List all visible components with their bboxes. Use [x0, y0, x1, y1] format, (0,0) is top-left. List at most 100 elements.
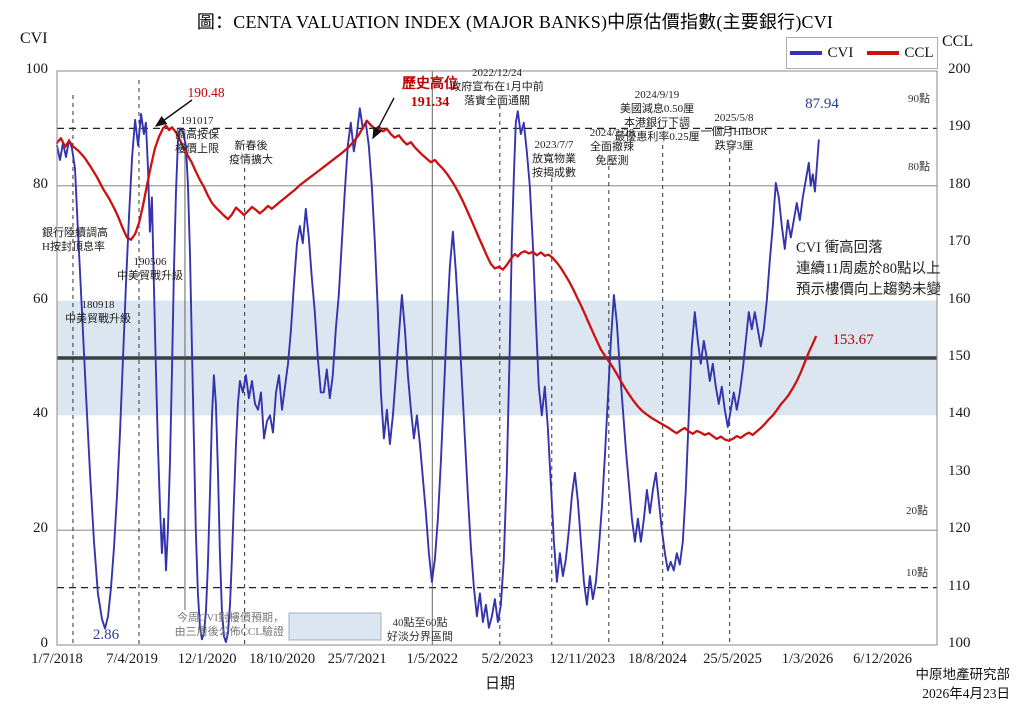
ann-20230707-line: 2023/7/7 — [534, 139, 574, 151]
ann-commentary-line: 預示樓價向上趨勢未變 — [796, 282, 941, 299]
ann-cvi-min-line: 2.86 — [92, 627, 120, 643]
ann-180918: 180918 中美貿戰升級 — [65, 298, 131, 326]
ann-190506-line: 190506 — [133, 256, 167, 268]
ann-ccl-latest: 153.67 — [832, 331, 873, 350]
ann-20230707: 2023/7/7 放寬物業 按揭成數 — [532, 138, 576, 180]
ann-20250508: 2025/5/8 一個月HIBOR 跌穿3厘 — [700, 111, 767, 153]
ann-20230707-line: 放寬物業 — [532, 153, 576, 166]
ann-band-label: 40點至60點 好淡分界區間 — [387, 616, 453, 644]
label-20pt-line: 20點 — [906, 505, 928, 517]
ann-historic-high-line: 191.34 — [410, 94, 450, 110]
ann-20240228-line: 2024/2/28 — [589, 127, 635, 139]
y-axis-tick-right: 150 — [948, 348, 971, 364]
ann-20240919-line: 本港銀行下調 — [624, 117, 690, 130]
x-axis-tick: 18/10/2020 — [249, 651, 316, 667]
source-date: 2026年4月23日 — [922, 685, 1010, 701]
legend-label-cvi: CVI — [827, 44, 854, 61]
y-axis-tick-right: 180 — [948, 175, 971, 192]
source-name: 中原地產研究部 — [915, 667, 1011, 682]
ann-190506-line: 中美貿戰升級 — [117, 270, 183, 283]
ann-20240919-line: 2024/9/19 — [634, 89, 680, 101]
ann-20221224-line: 政府宣布在1月中前 — [450, 81, 544, 94]
ann-191017: 191017 調高按保 樓價上限 — [175, 114, 219, 156]
ann-cvi-latest-line: 87.94 — [805, 96, 839, 112]
y-axis-tick-left: 0 — [40, 635, 49, 651]
ann-bank-hibor-cap: 銀行陸續調高 H按封頂息率 — [42, 226, 108, 254]
y-axis-tick-right: 160 — [948, 290, 971, 307]
ann-bank-hibor-cap-line: H按封頂息率 — [42, 241, 105, 254]
ann-commentary-line: CVI 衝高回落 — [796, 240, 883, 256]
x-axis-tick: 25/5/2025 — [703, 651, 762, 667]
ann-20250508-line: 2025/5/8 — [714, 112, 754, 124]
x-axis-tick: 1/5/2022 — [406, 651, 459, 667]
ccl-series-line — [55, 119, 817, 442]
annotation-arrow-0 — [154, 99, 193, 127]
ann-20240919-line: 美國減息0.50厘 — [619, 103, 695, 116]
ann-20221224-line: 落實全面通關 — [464, 95, 530, 108]
ann-20230707-line: 按揭成數 — [532, 167, 576, 180]
ccl-line-sample-icon — [867, 51, 900, 55]
label-10pt-line: 10點 — [906, 567, 928, 579]
ann-commentary: CVI 衝高回落 連續11周處於80點以上 預示樓價向上趨勢未變 — [796, 238, 941, 301]
label-10pt: 10點 — [906, 566, 928, 580]
x-axis-tick: 25/7/2021 — [327, 651, 387, 667]
y-axis-tick-right: 200 — [948, 61, 971, 77]
ann-cvi-latest: 87.94 — [805, 95, 839, 114]
ann-20250508-line: 跌穿3厘 — [714, 140, 754, 153]
y-axis-tick-right: 110 — [948, 577, 970, 594]
ann-cny-covid: 新春後 疫情擴大 — [229, 139, 273, 167]
ann-cvi-min: 2.86 — [93, 626, 119, 645]
ann-ccl-latest-line: 153.67 — [832, 332, 874, 348]
y-axis-tick-right: 170 — [948, 233, 971, 250]
ann-bank-hibor-cap-line: 銀行陸續調高 — [42, 227, 108, 239]
x-axis-tick: 12/1/2020 — [177, 651, 237, 667]
y-axis-tick-right: 130 — [948, 462, 971, 479]
x-axis-tick: 5/2/2023 — [481, 651, 534, 667]
x-axis-tick: 18/8/2024 — [628, 651, 687, 667]
x-axis-tick: 1/7/2018 — [31, 651, 83, 667]
ann-180918-line: 中美貿戰升級 — [65, 313, 131, 326]
ann-note-cvi-ccl-line: 今周CVI對樓價預期， — [177, 612, 284, 624]
x-axis-tick: 12/11/2023 — [549, 651, 616, 667]
x-axis-title: 日期 — [484, 676, 515, 692]
label-80pt-line: 80點 — [908, 161, 930, 173]
y-axis-tick-right: 140 — [948, 405, 971, 422]
ann-191017-line: 樓價上限 — [175, 143, 219, 156]
y-axis-tick-left: 60 — [33, 290, 48, 307]
ann-note-cvi-ccl-line: 由三周後公佈CCL驗證 — [174, 626, 284, 639]
ann-20240228-line: 免壓測 — [595, 155, 629, 168]
y-axis-tick-right: 190 — [948, 118, 971, 135]
ann-191017-line: 191017 — [180, 115, 214, 127]
y-axis-tick-left: 80 — [33, 175, 48, 192]
ann-20250508-line: 一個月HIBOR — [700, 126, 768, 139]
y-axis-tick-left: 40 — [33, 405, 48, 422]
label-20pt: 20點 — [906, 504, 928, 518]
right-axis-title: CCL — [942, 33, 974, 50]
ann-cny-covid-line: 新春後 — [234, 140, 268, 152]
ann-20221224: 2022/12/24 政府宣布在1月中前 落實全面通關 — [450, 66, 544, 108]
label-90pt: 90點 — [908, 92, 930, 106]
x-axis-tick: 1/3/2026 — [781, 651, 834, 667]
cvi-series-line — [56, 107, 820, 644]
ann-band-label-line: 40點至60點 — [392, 617, 448, 629]
y-axis-tick-right: 100 — [948, 635, 971, 651]
ann-180918-line: 180918 — [81, 299, 115, 311]
cvi-line-sample-icon — [790, 51, 823, 55]
ann-ccl-peak-2019: 190.48 — [187, 84, 224, 101]
band-swatch — [288, 612, 382, 641]
ann-historic-high: 歷史高位 191.34 — [402, 76, 458, 112]
ann-20240919: 2024/9/19 美國減息0.50厘 本港銀行下調 最優惠利率0.25厘 — [614, 88, 699, 144]
ann-20240919-line: 最優惠利率0.25厘 — [614, 131, 700, 144]
ann-cny-covid-line: 疫情擴大 — [229, 154, 273, 167]
annotation-arrow-1 — [372, 97, 395, 140]
label-80pt: 80點 — [908, 160, 930, 174]
y-axis-tick-right: 120 — [948, 520, 971, 537]
ann-ccl-peak-2019-line: 190.48 — [187, 85, 225, 100]
legend: CVI CCL — [786, 37, 938, 69]
ann-191017-line: 調高按保 — [175, 129, 219, 142]
label-90pt-line: 90點 — [908, 93, 930, 105]
legend-item-cvi: CVI — [790, 45, 853, 62]
source-footer: 中原地產研究部 2026年4月23日 — [916, 666, 1011, 704]
ann-band-label-line: 好淡分界區間 — [387, 631, 453, 644]
